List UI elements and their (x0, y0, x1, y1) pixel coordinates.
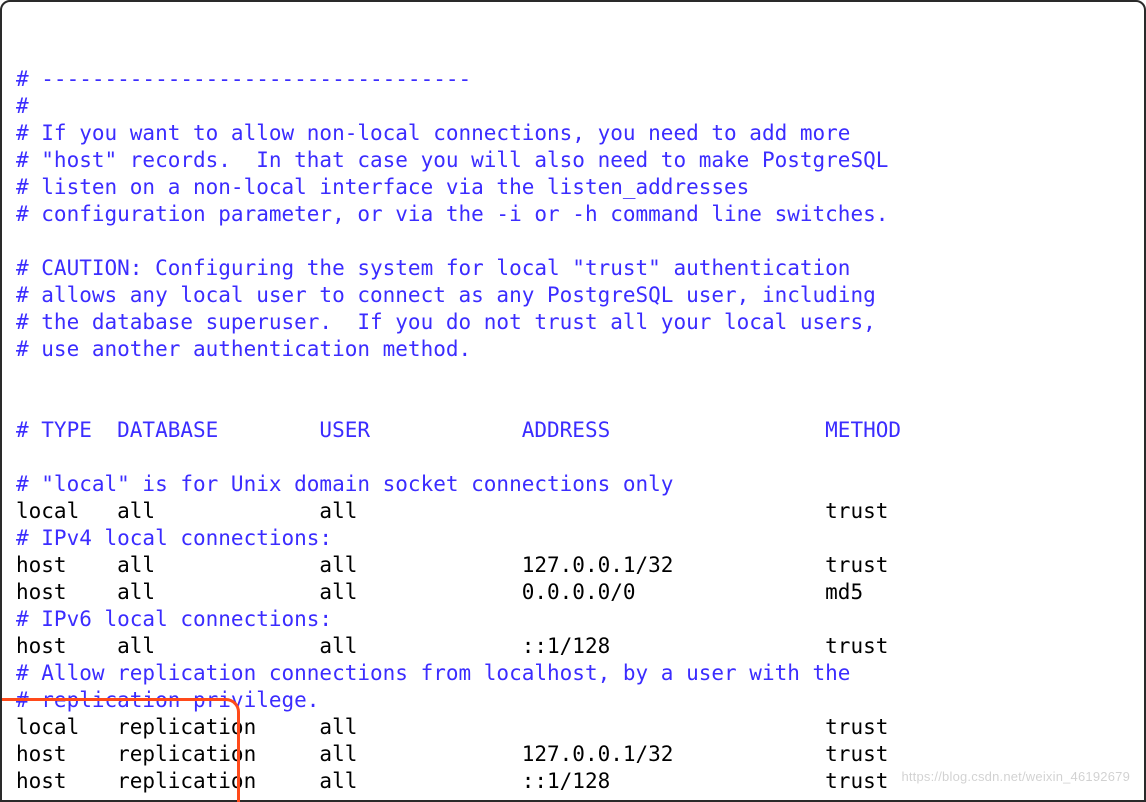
config-line[interactable] (16, 363, 1130, 390)
config-line[interactable]: # CAUTION: Configuring the system for lo… (16, 255, 1130, 282)
config-line[interactable]: # configuration parameter, or via the -i… (16, 201, 1130, 228)
config-line[interactable]: host all all 127.0.0.1/32 trust (16, 552, 1130, 579)
config-line[interactable]: # Allow replication connections from loc… (16, 660, 1130, 687)
config-line[interactable]: # use another authentication method. (16, 336, 1130, 363)
config-line[interactable]: # replication privilege. (16, 687, 1130, 714)
config-line[interactable]: host replication all ::1/128 trust (16, 768, 1130, 795)
config-line[interactable]: # ---------------------------------- (16, 66, 1130, 93)
config-line[interactable]: host replication all 127.0.0.1/32 trust (16, 741, 1130, 768)
editor-content[interactable]: # ----------------------------------## I… (16, 66, 1130, 795)
config-line[interactable] (16, 444, 1130, 471)
config-line[interactable]: # the database superuser. If you do not … (16, 309, 1130, 336)
config-line[interactable]: # IPv4 local connections: (16, 525, 1130, 552)
config-line[interactable]: # IPv6 local connections: (16, 606, 1130, 633)
config-line[interactable]: # TYPE DATABASE USER ADDRESS METHOD (16, 417, 1130, 444)
config-line[interactable]: # "host" records. In that case you will … (16, 147, 1130, 174)
config-line[interactable]: host all all ::1/128 trust (16, 633, 1130, 660)
config-line[interactable]: local replication all trust (16, 714, 1130, 741)
terminal-window[interactable]: # ----------------------------------## I… (0, 0, 1146, 802)
config-line[interactable] (16, 228, 1130, 255)
config-line[interactable]: # listen on a non-local interface via th… (16, 174, 1130, 201)
config-line[interactable] (16, 390, 1130, 417)
config-line[interactable]: # "local" is for Unix domain socket conn… (16, 471, 1130, 498)
config-line[interactable]: host all all 0.0.0.0/0 md5 (16, 579, 1130, 606)
config-line[interactable]: # If you want to allow non-local connect… (16, 120, 1130, 147)
config-line[interactable]: # allows any local user to connect as an… (16, 282, 1130, 309)
config-line[interactable]: local all all trust (16, 498, 1130, 525)
config-line[interactable]: # (16, 93, 1130, 120)
